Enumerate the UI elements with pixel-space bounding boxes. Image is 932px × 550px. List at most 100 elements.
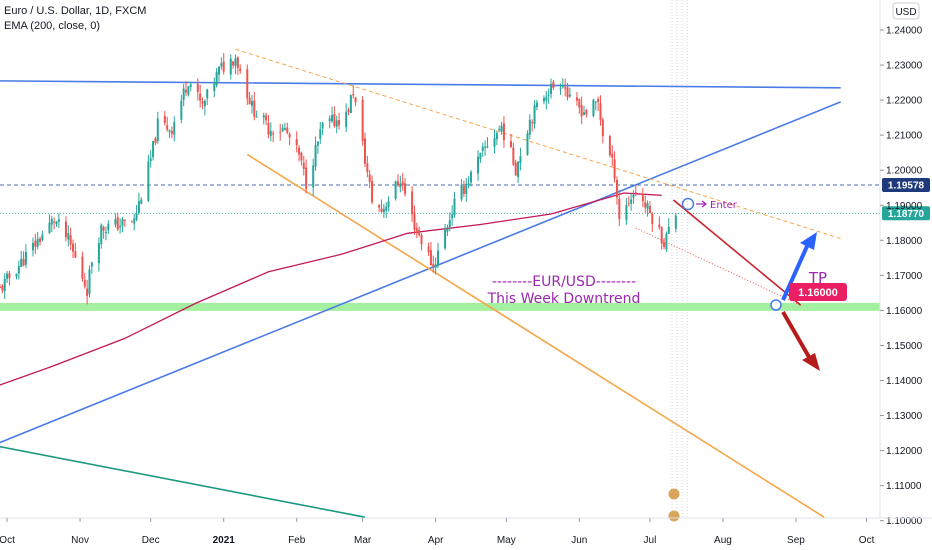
candle-body: [578, 99, 581, 108]
candle-body: [568, 94, 571, 97]
economic-event-flag[interactable]: [667, 509, 681, 523]
candle-body: [378, 204, 381, 208]
candle-body: [528, 119, 531, 135]
candle-body: [97, 243, 100, 264]
candle-body: [154, 138, 157, 143]
currency-badge[interactable]: [892, 2, 920, 20]
candle-body: [597, 99, 600, 102]
candle-body: [36, 238, 39, 247]
x-tick-label: May: [497, 535, 516, 546]
candle-body: [57, 219, 60, 222]
candle-body: [667, 226, 670, 234]
candle-body: [300, 152, 303, 161]
candle-body: [444, 229, 447, 249]
candle-body: [286, 127, 289, 134]
candle-body: [630, 199, 633, 204]
candle-body: [83, 279, 86, 287]
candlestick-series: [0, 53, 677, 305]
bullish-arrow-shaft: [781, 243, 810, 301]
candle-body: [352, 94, 355, 96]
candle-body: [168, 130, 171, 133]
candle-body: [514, 162, 517, 176]
rising-trendline[interactable]: [0, 101, 841, 445]
economic-event-flag[interactable]: [667, 487, 681, 501]
candle-body: [147, 161, 150, 201]
candle-body: [564, 87, 567, 89]
candle-body: [48, 222, 51, 234]
candle-body: [236, 57, 239, 68]
candle-body: [90, 262, 93, 267]
x-tick-label: Nov: [71, 535, 89, 546]
candle-body: [53, 221, 56, 223]
candle-body: [316, 141, 319, 146]
candle-body: [437, 250, 439, 266]
candle-body: [632, 194, 635, 198]
candle-body: [467, 183, 470, 186]
candle-body: [173, 122, 176, 135]
entry-marker[interactable]: [681, 197, 695, 211]
candle-body: [69, 235, 72, 245]
candle-body: [218, 66, 220, 75]
candle-body: [114, 219, 117, 225]
candle-body: [498, 128, 501, 131]
pink-dotted-line[interactable]: [635, 227, 801, 306]
candle-body: [39, 238, 42, 243]
candle-body: [401, 181, 404, 186]
target-marker[interactable]: [770, 299, 782, 311]
candle-body: [512, 147, 515, 165]
candle-body: [338, 120, 341, 126]
candle-body: [345, 111, 348, 128]
candle-body: [248, 97, 251, 105]
candle-body: [180, 100, 183, 120]
candle-body: [580, 105, 583, 117]
candle-body: [196, 83, 199, 92]
candle-body: [469, 171, 472, 183]
candle-body: [166, 125, 169, 130]
candle-body: [130, 221, 133, 223]
upper-trendline[interactable]: [0, 80, 841, 89]
teal-trendline[interactable]: [0, 445, 366, 518]
price-level-label: 1.19578: [888, 180, 925, 191]
candle-body: [1, 285, 4, 291]
plot-area[interactable]: [0, 0, 880, 518]
candle-body: [140, 199, 143, 204]
candle-body: [234, 58, 237, 66]
candle-body: [484, 146, 487, 148]
candle-body: [255, 116, 258, 118]
candle-body: [152, 141, 155, 158]
candle-body: [559, 88, 562, 90]
candle-body: [55, 221, 58, 225]
orange-support-line[interactable]: [246, 153, 825, 518]
ema-200-line: [0, 192, 662, 386]
price-level-tag: [882, 177, 930, 192]
candle-body: [594, 101, 597, 103]
candle-body: [314, 145, 317, 167]
candle-body: [88, 269, 91, 295]
bearish-arrow-head: [802, 353, 820, 371]
candle-body: [354, 97, 357, 103]
candle-body: [451, 214, 454, 219]
candle-body: [542, 98, 545, 102]
candle-body: [382, 208, 385, 213]
candle-body: [123, 219, 126, 221]
candle-body: [486, 146, 489, 148]
projection-line[interactable]: [672, 199, 802, 306]
candle-body: [615, 179, 618, 198]
candle-body: [41, 234, 44, 240]
candle-body: [462, 186, 465, 194]
candle-body: [281, 127, 284, 132]
candle-body: [20, 258, 23, 267]
candle-body: [477, 156, 480, 174]
candle-body: [361, 99, 364, 142]
candle-body: [269, 131, 272, 136]
y-tick-label: 1.16000: [886, 306, 923, 317]
candle-body: [627, 203, 630, 205]
orange-dashed-line[interactable]: [235, 48, 841, 240]
y-tick-label: 1.15000: [886, 341, 923, 352]
candle-body: [585, 109, 588, 115]
candle-body: [460, 184, 463, 200]
candle-body: [347, 109, 350, 112]
candle-body: [137, 201, 140, 214]
candle-body: [583, 112, 585, 116]
